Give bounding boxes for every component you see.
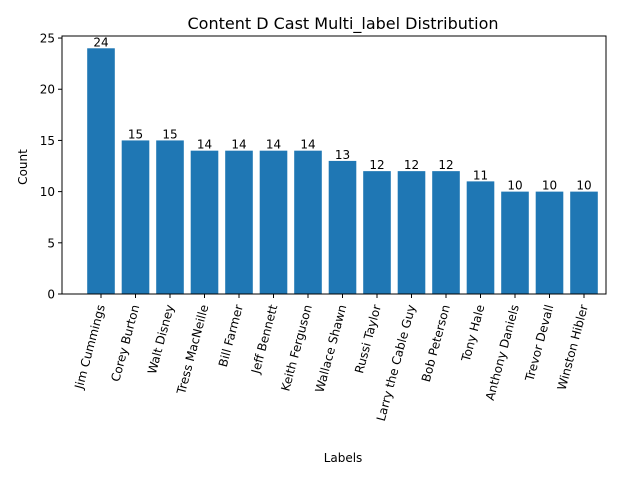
bar-value-label: 12 bbox=[369, 158, 384, 172]
bar bbox=[190, 150, 219, 294]
bar bbox=[570, 191, 598, 294]
x-tick-label: Russi Taylor bbox=[352, 303, 384, 375]
bar bbox=[328, 160, 357, 294]
bar bbox=[501, 191, 529, 294]
bar bbox=[432, 171, 460, 294]
x-tick-label: Walt Disney bbox=[145, 303, 177, 375]
bar bbox=[466, 181, 495, 294]
y-axis-label: Count bbox=[16, 149, 30, 185]
y-tick-label: 15 bbox=[40, 134, 55, 148]
bar-value-label: 14 bbox=[231, 138, 246, 152]
bar-value-label: 15 bbox=[128, 127, 143, 141]
x-tick-label: Tony Hale bbox=[459, 303, 488, 364]
x-tick-label: Jim Cummings bbox=[72, 303, 108, 391]
bar-value-label: 14 bbox=[266, 138, 281, 152]
bar-value-label: 15 bbox=[162, 127, 177, 141]
bar bbox=[225, 150, 253, 294]
y-tick-label: 20 bbox=[40, 83, 55, 97]
bar bbox=[535, 191, 564, 294]
x-axis: Jim Cummings Corey Burton Walt DisneyTress… bbox=[72, 294, 591, 423]
x-tick-label: Keith Ferguson bbox=[278, 303, 315, 392]
bar-value-label: 24 bbox=[93, 35, 108, 49]
bar bbox=[294, 150, 322, 294]
y-tick-label: 0 bbox=[47, 288, 55, 302]
bar bbox=[156, 140, 184, 294]
bar-value-label: 10 bbox=[507, 179, 522, 193]
bar bbox=[397, 171, 426, 294]
bar bbox=[87, 48, 115, 295]
x-tick-label: Corey Burton bbox=[108, 303, 142, 383]
y-tick-label: 5 bbox=[47, 236, 55, 250]
bar-value-label: 12 bbox=[438, 158, 453, 172]
bar-value-label: 11 bbox=[473, 168, 488, 182]
x-tick-label: Bill Farmer bbox=[216, 303, 246, 368]
bar-value-label: 14 bbox=[197, 138, 212, 152]
bar-value-label: 13 bbox=[335, 148, 350, 162]
x-tick-label: Bob Peterson bbox=[419, 303, 453, 383]
bar-value-label: 10 bbox=[542, 179, 557, 193]
x-tick-label: Wallace Shawn bbox=[313, 303, 350, 394]
x-tick-label: Anthony Daniels bbox=[483, 303, 522, 402]
data-labels-group: 24 15 15 14 14 14 14 13 12 12 12 11 10 10 10 bbox=[93, 35, 591, 192]
bar bbox=[121, 140, 150, 294]
x-tick-label: Jeff Bennett bbox=[248, 303, 280, 376]
x-axis-label: Labels bbox=[324, 451, 363, 465]
x-tick-label: Tress MacNeille bbox=[174, 303, 212, 396]
y-tick-label: 10 bbox=[40, 185, 55, 199]
bars-group bbox=[87, 48, 598, 295]
bar-value-label: 10 bbox=[576, 179, 591, 193]
bar bbox=[259, 150, 288, 294]
plot-frame bbox=[61, 35, 607, 295]
x-tick-label: Winston Hibler bbox=[555, 303, 591, 392]
bar-value-label: 14 bbox=[300, 138, 315, 152]
y-axis: 0 5 10 15 20 25 bbox=[40, 32, 62, 302]
y-tick-label: 25 bbox=[40, 32, 55, 46]
bar bbox=[363, 171, 391, 294]
chart-title: Content D Cast Multi_label Distribution bbox=[187, 14, 498, 34]
x-tick-label: Larry the Cable Guy bbox=[374, 303, 419, 423]
x-tick-label: Trevor Devall bbox=[522, 303, 556, 383]
bar-value-label: 12 bbox=[404, 158, 419, 172]
